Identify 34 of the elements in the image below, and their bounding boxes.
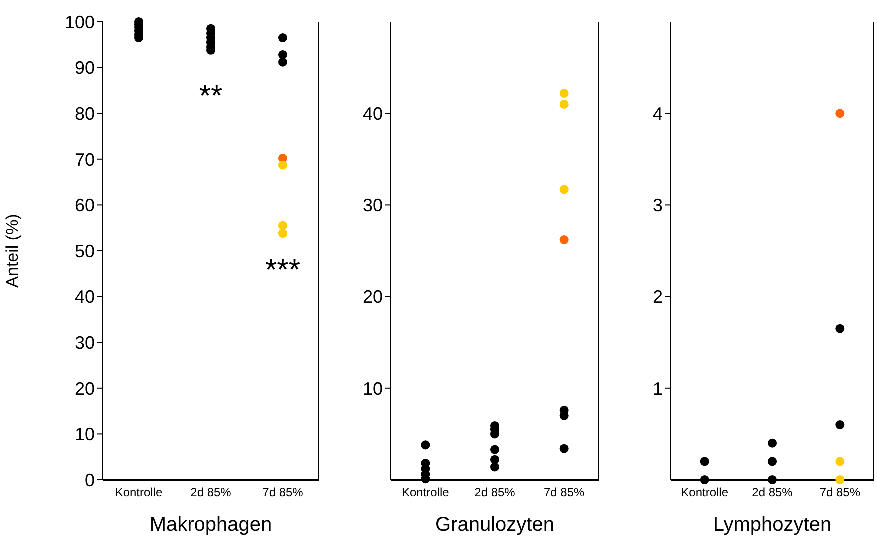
y-tick-label: 70 <box>74 150 95 170</box>
y-tick-label: 80 <box>74 104 95 124</box>
x-tick-label: Kontrolle <box>402 486 450 500</box>
x-tick-label: 2d 85% <box>752 486 794 500</box>
y-tick-label: 1 <box>652 378 663 399</box>
y-tick-label: 40 <box>74 287 95 308</box>
annotation: ** <box>199 80 223 113</box>
y-tick-label: 4 <box>652 104 663 124</box>
x-tick-label: 2d 85% <box>190 486 232 500</box>
annotation: *** <box>265 254 301 287</box>
y-tick-label: 0 <box>84 470 95 490</box>
y-tick-label: 100 <box>64 12 95 32</box>
y-tick-label: 2 <box>652 287 663 308</box>
y-tick-label: 3 <box>652 196 663 216</box>
x-tick-label: Kontrolle <box>681 486 729 500</box>
x-tick-label: 7d 85% <box>544 486 586 500</box>
y-tick-label: 10 <box>362 378 383 399</box>
x-tick-label: 2d 85% <box>474 486 516 500</box>
y-tick-label: 40 <box>362 104 383 124</box>
y-tick-label: 10 <box>74 424 95 445</box>
x-tick-label: 7d 85% <box>820 486 861 500</box>
y-tick-label: 60 <box>74 196 95 216</box>
x-axis-title: Makrophagen <box>150 514 272 536</box>
y-tick-label: 30 <box>74 332 95 353</box>
x-axis-title: Lymphozyten <box>713 514 832 536</box>
y-tick-label: 20 <box>74 378 95 399</box>
y-tick-label: 50 <box>74 241 95 262</box>
y-tick-label: 90 <box>74 58 95 78</box>
y-tick-label: 20 <box>362 287 383 308</box>
x-tick-label: Kontrolle <box>115 486 163 500</box>
y-tick-label: 30 <box>362 196 383 216</box>
x-tick-label: 7d 85% <box>262 486 304 500</box>
x-axis-title: Granulozyten <box>436 514 554 536</box>
y-axis-title: Anteil (%) <box>3 214 22 288</box>
